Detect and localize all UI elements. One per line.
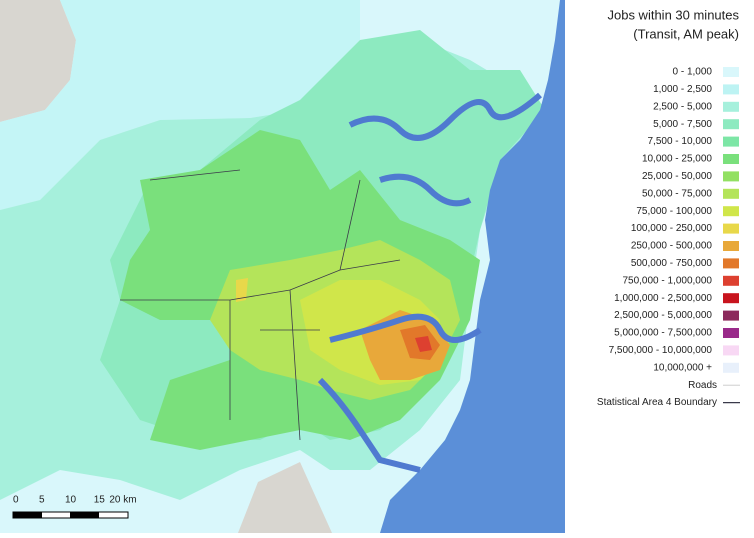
legend-swatch (723, 345, 739, 356)
waterway (317, 92, 542, 473)
scale-bar-segment (13, 512, 42, 518)
legend-label: 0 - 1,000 (673, 67, 713, 78)
legend: Jobs within 30 minutes (Transit, AM peak… (597, 7, 740, 408)
scale-bar: 0 5 10 15 20 km (12, 495, 137, 519)
legend-swatch (723, 188, 739, 199)
legend-label: 1,000,000 - 2,500,000 (614, 293, 712, 304)
legend-swatch (723, 136, 739, 147)
legend-swatch (723, 241, 739, 251)
legend-swatch (723, 119, 739, 130)
legend-label: 250,000 - 500,000 (631, 241, 713, 252)
legend-label: 75,000 - 100,000 (636, 206, 712, 217)
legend-label: 25,000 - 50,000 (642, 171, 712, 182)
map (0, 0, 565, 533)
legend-label: 100,000 - 250,000 (631, 223, 713, 234)
region (0, 0, 360, 210)
legend-label: 1,000 - 2,500 (653, 84, 712, 95)
legend-label: 2,500 - 5,000 (653, 101, 712, 112)
outside-area (238, 462, 332, 533)
legend-label: Roads (688, 380, 717, 391)
legend-label: 10,000 - 25,000 (642, 154, 712, 165)
scale-label: 15 (94, 495, 106, 506)
legend-swatch (723, 84, 739, 95)
scale-bar-segment (70, 512, 99, 518)
legend-swatch (723, 154, 739, 164)
legend-swatch (723, 101, 739, 112)
legend-label: 2,500,000 - 5,000,000 (614, 310, 712, 321)
region (236, 278, 248, 302)
legend-swatch (723, 206, 739, 217)
scale-label: 0 (13, 495, 19, 506)
legend-label: 5,000 - 7,500 (653, 119, 712, 130)
legend-swatch (723, 258, 739, 269)
region (415, 336, 432, 352)
legend-swatch (723, 67, 739, 77)
legend-swatch (723, 293, 739, 304)
legend-swatch (723, 310, 739, 321)
legend-label: 500,000 - 750,000 (631, 258, 713, 269)
legend-swatch (723, 328, 739, 338)
legend-label: Statistical Area 4 Boundary (597, 397, 717, 408)
boundary (120, 169, 401, 441)
scale-label: 20 km (109, 495, 136, 506)
legend-swatch (723, 362, 739, 373)
sea (380, 0, 565, 533)
legend-swatch (723, 223, 739, 234)
legend-label: 10,000,000 + (653, 362, 712, 373)
legend-swatch (723, 275, 739, 286)
outside-area (0, 0, 76, 122)
legend-label: 5,000,000 - 7,500,000 (614, 328, 712, 339)
legend-label: 7,500,000 - 10,000,000 (609, 345, 713, 356)
legend-label: 7,500 - 10,000 (648, 136, 713, 147)
scale-label: 5 (39, 495, 45, 506)
scale-label: 10 (65, 495, 77, 506)
legend-label: 750,000 - 1,000,000 (622, 275, 712, 286)
legend-title: Jobs within 30 minutes (607, 7, 739, 22)
legend-label: 50,000 - 75,000 (642, 188, 712, 199)
legend-title: (Transit, AM peak) (633, 26, 739, 41)
legend-swatch (723, 171, 739, 182)
